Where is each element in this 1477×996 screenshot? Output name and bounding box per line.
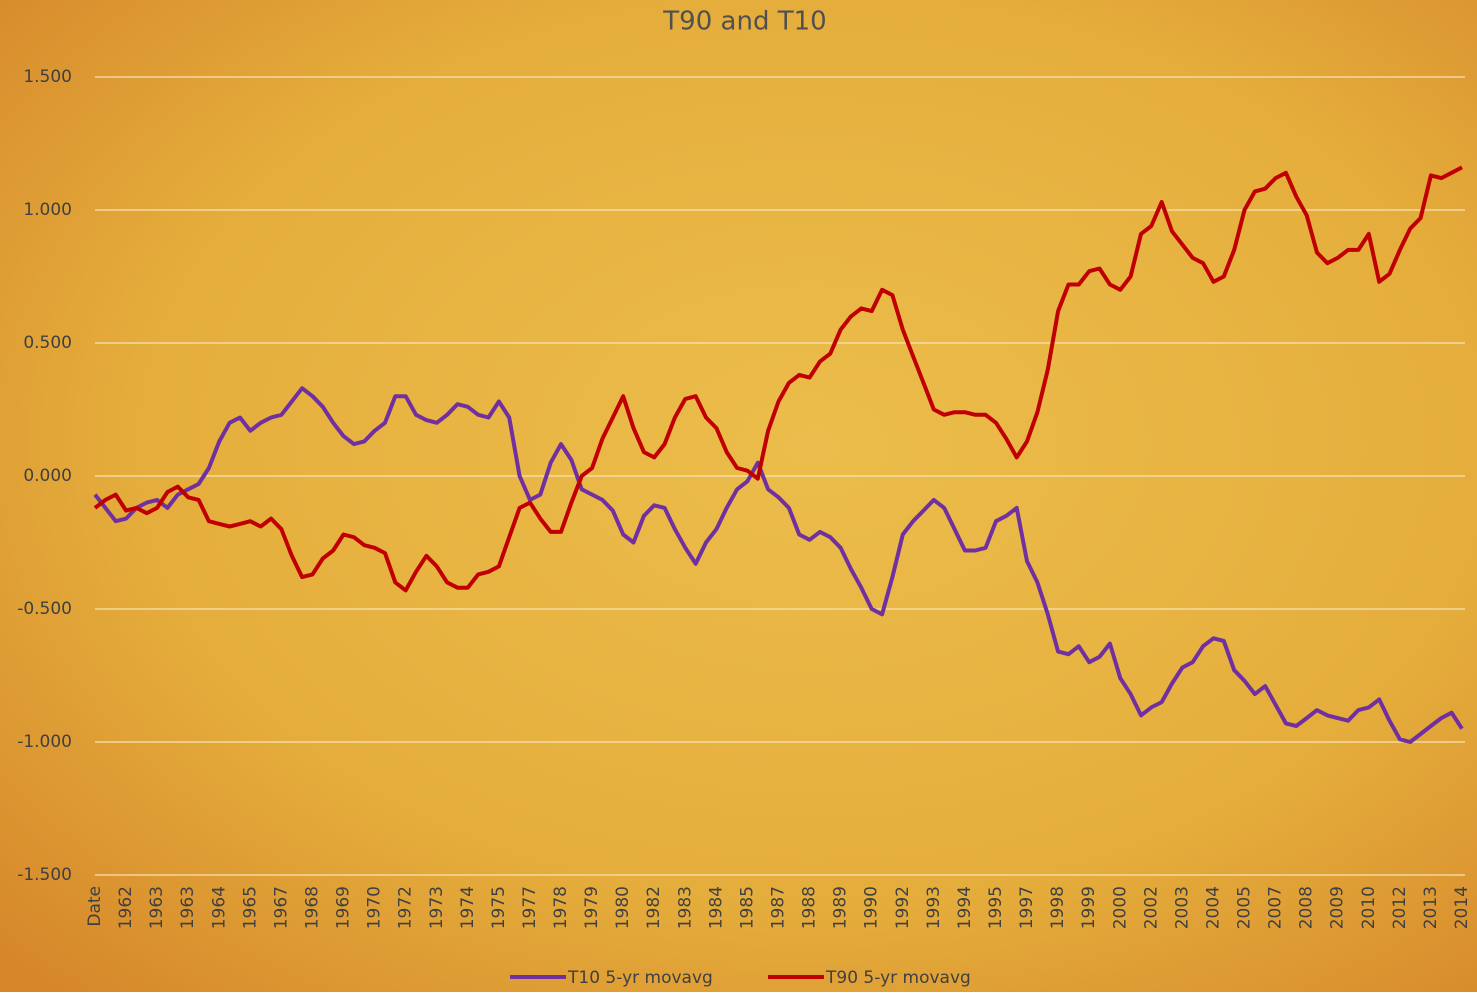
- y-tick-label: 0.000: [23, 466, 72, 486]
- x-tick-label: 2014: [1452, 886, 1472, 929]
- x-tick-label: 1973: [427, 886, 447, 929]
- x-tick-label: 1980: [613, 886, 633, 929]
- x-tick-label: 1967: [271, 886, 291, 929]
- x-tick-label: 1978: [551, 886, 571, 929]
- x-tick-label: 1994: [955, 886, 975, 929]
- x-tick-label: 2008: [1297, 886, 1317, 929]
- chart-title: T90 and T10: [662, 7, 826, 37]
- y-tick-label: 1.500: [23, 67, 72, 87]
- x-tick-label: 1998: [1048, 886, 1068, 929]
- x-tick-label: 1990: [862, 886, 882, 929]
- x-tick-label: 1995: [986, 886, 1006, 929]
- x-tick-label: 2009: [1328, 886, 1348, 929]
- x-tick-label: 1970: [365, 886, 385, 929]
- x-tick-label: 1963: [178, 886, 198, 929]
- x-tick-label: 1979: [582, 886, 602, 929]
- x-tick-label: 2007: [1266, 886, 1286, 929]
- x-tick-label: 1964: [209, 886, 229, 929]
- line-series: [93, 386, 1464, 744]
- x-tick-label: 1992: [893, 886, 913, 929]
- x-tick-label: 1968: [302, 886, 322, 929]
- x-tick-label: 2005: [1235, 886, 1255, 929]
- x-tick-label: 1993: [924, 886, 944, 929]
- x-tick-label: 1999: [1079, 886, 1099, 929]
- x-tick-label: 1972: [396, 886, 416, 929]
- x-tick-label: 1987: [769, 886, 789, 929]
- x-tick-label: 1974: [458, 886, 478, 929]
- x-tick-label: 2013: [1421, 886, 1441, 929]
- x-tick-label: 1997: [1017, 886, 1037, 929]
- x-tick-label: 1983: [675, 886, 695, 929]
- x-tick-label: 2002: [1141, 886, 1161, 929]
- legend-label: T90 5-yr movavg: [825, 968, 971, 988]
- x-tick-label: 1969: [334, 886, 354, 929]
- x-tick-label: 1975: [489, 886, 509, 929]
- y-tick-label: -0.500: [17, 599, 72, 619]
- x-tick-label: 1963: [147, 886, 167, 929]
- x-tick-label: 1965: [240, 886, 260, 929]
- x-tick-label: 1977: [520, 886, 540, 929]
- line-series: [93, 165, 1463, 593]
- y-tick-label: 0.500: [23, 333, 72, 353]
- x-tick-label: 2004: [1203, 886, 1223, 929]
- x-tick-label: 1985: [737, 886, 757, 929]
- x-tick-label: 1982: [644, 886, 664, 929]
- y-tick-label: 1.000: [23, 200, 72, 220]
- y-tick-label: -1.500: [17, 865, 72, 885]
- y-tick-label: -1.000: [17, 732, 72, 752]
- x-tick-label: 2012: [1390, 886, 1410, 929]
- x-tick-label: 1988: [800, 886, 820, 929]
- legend-label: T10 5-yr movavg: [567, 968, 713, 988]
- x-tick-label: 1984: [706, 886, 726, 929]
- x-tick-label: 2010: [1359, 886, 1379, 929]
- x-tick-label: 2000: [1110, 886, 1130, 929]
- x-tick-label: 2003: [1172, 886, 1192, 929]
- x-tick-label: 1962: [116, 886, 136, 929]
- x-tick-label: Date: [85, 886, 105, 927]
- x-tick-label: 1989: [831, 886, 851, 929]
